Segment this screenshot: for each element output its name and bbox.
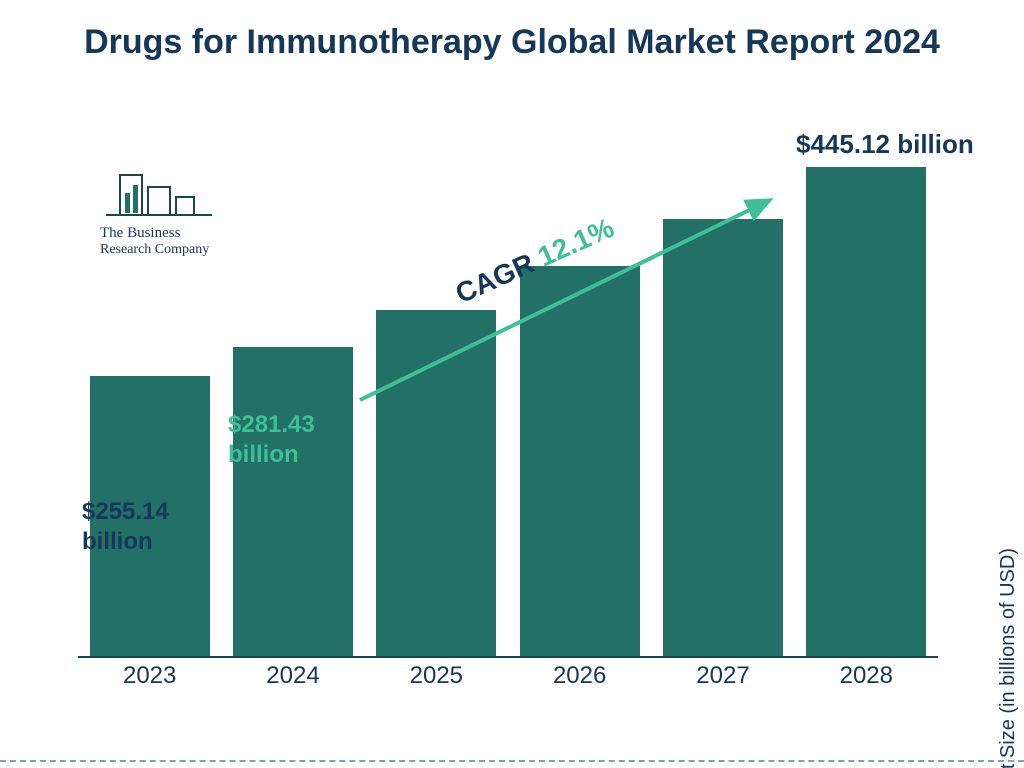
- value-label: $281.43 billion: [228, 410, 358, 470]
- chart-canvas: Drugs for Immunotherapy Global Market Re…: [0, 0, 1024, 768]
- value-label: $445.12 billion: [796, 128, 1006, 161]
- bottom-dashed-line: [0, 760, 1024, 762]
- value-label: $255.14 billion: [82, 497, 212, 557]
- growth-arrow: [0, 0, 1024, 768]
